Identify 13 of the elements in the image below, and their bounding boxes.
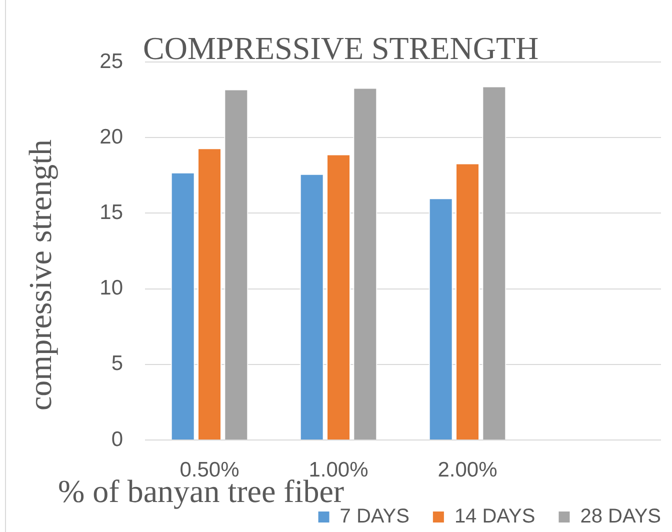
y-tick-label: 25 [100, 50, 123, 73]
y-tick-label: 10 [100, 276, 123, 300]
y-tick-label: 20 [100, 125, 123, 148]
chart-title: COMPRESSIVE STRENGTH [143, 30, 539, 66]
y-tick-label: 15 [100, 200, 123, 224]
x-tick-label: 1.00% [308, 458, 368, 482]
x-tick-label: 2.00% [438, 458, 498, 482]
y-tick-label: 0 [111, 428, 123, 451]
y-tick-label: 5 [111, 352, 123, 376]
legend-label: 14 DAYS [454, 506, 536, 528]
y-axis-title: compressive strength [22, 139, 58, 411]
legend-label: 28 DAYS [580, 506, 661, 528]
legend-label: 7 DAYS [340, 506, 410, 528]
